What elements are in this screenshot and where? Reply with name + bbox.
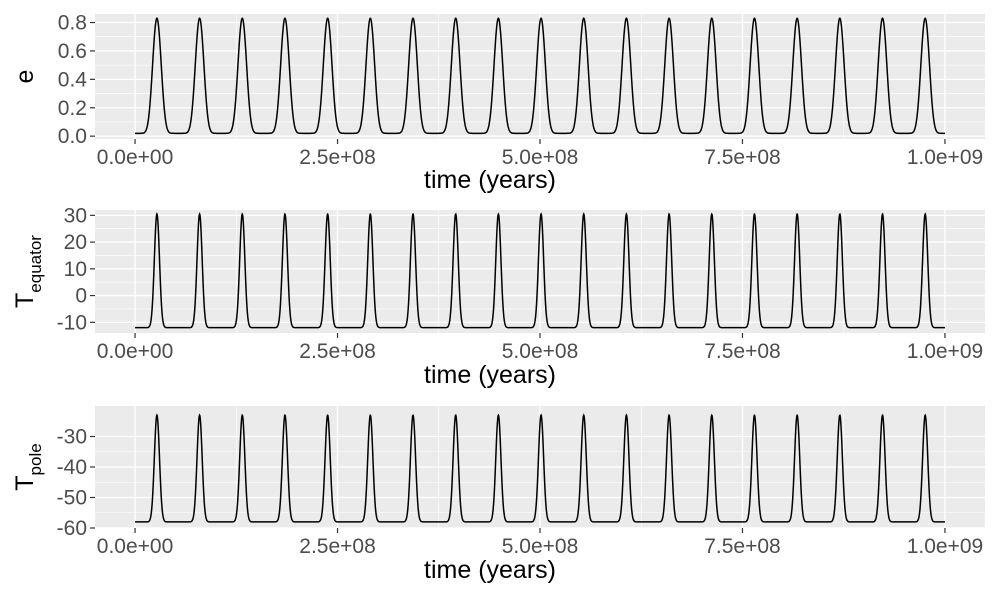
y-axis-title-main: T	[11, 293, 39, 308]
y-tick-label: 0	[75, 285, 87, 308]
chart-panel-top: 0.0e+00 2.5e+08 5.0e+08 7.5e+08 1.0e+09 0.0 0.…	[11, 12, 985, 194]
x-axis-title: time (years)	[424, 556, 556, 584]
y-tick-label: -30	[57, 426, 87, 449]
x-tick-label: 0.0e+00	[97, 146, 174, 169]
y-tick-label: 0.4	[58, 68, 88, 91]
y-tick-label: 0.6	[58, 40, 87, 63]
chart-panel-middle: 0.0e+00 2.5e+08 5.0e+08 7.5e+08 1.0e+09 -10 0 1…	[11, 204, 985, 389]
x-tick-label: 5.0e+08	[502, 340, 579, 363]
y-tick-label: -10	[57, 311, 87, 334]
series-line-bottom	[135, 413, 945, 523]
x-tick-label: 2.5e+08	[299, 535, 376, 558]
x-tick-label: 1.0e+09	[907, 535, 984, 558]
y-tick-label: 0.0	[58, 125, 87, 148]
y-tick-label: -60	[57, 517, 87, 540]
y-axis-title: Tequator	[11, 235, 45, 308]
x-tick-label: 7.5e+08	[704, 340, 781, 363]
y-axis-title: Tpole	[11, 443, 45, 490]
x-tick-label: 7.5e+08	[704, 146, 781, 169]
x-tick-label: 0.0e+00	[97, 535, 174, 558]
x-tick-label: 0.0e+00	[97, 340, 174, 363]
y-axis-title-main: T	[11, 475, 39, 490]
y-axis-title: e	[11, 70, 39, 84]
x-tick-label: 2.5e+08	[299, 146, 376, 169]
y-tick-label: 20	[64, 231, 87, 254]
y-tick-label: 30	[64, 204, 87, 227]
y-axis-title-subscript: equator	[26, 235, 45, 293]
x-tick-label: 2.5e+08	[299, 340, 376, 363]
y-axis-title-subscript: pole	[26, 443, 45, 475]
chart-panel-bottom: 0.0e+00 2.5e+08 5.0e+08 7.5e+08 1.0e+09 -60 -5…	[11, 406, 985, 584]
x-tick-label: 5.0e+08	[502, 146, 579, 169]
y-tick-label: -40	[57, 456, 87, 479]
y-tick-label: 10	[64, 258, 87, 281]
x-tick-label: 1.0e+09	[907, 146, 984, 169]
x-axis-title: time (years)	[424, 166, 556, 194]
y-axis-title-main: e	[11, 70, 39, 84]
y-tick-label: 0.2	[58, 97, 87, 120]
series-line-middle	[135, 212, 945, 329]
series-line-top	[135, 17, 945, 135]
y-tick-label: 0.8	[58, 12, 87, 35]
x-tick-label: 7.5e+08	[704, 535, 781, 558]
x-axis-title: time (years)	[424, 361, 556, 389]
x-tick-label: 1.0e+09	[907, 340, 984, 363]
x-tick-label: 5.0e+08	[502, 535, 579, 558]
y-tick-label: -50	[57, 487, 87, 510]
